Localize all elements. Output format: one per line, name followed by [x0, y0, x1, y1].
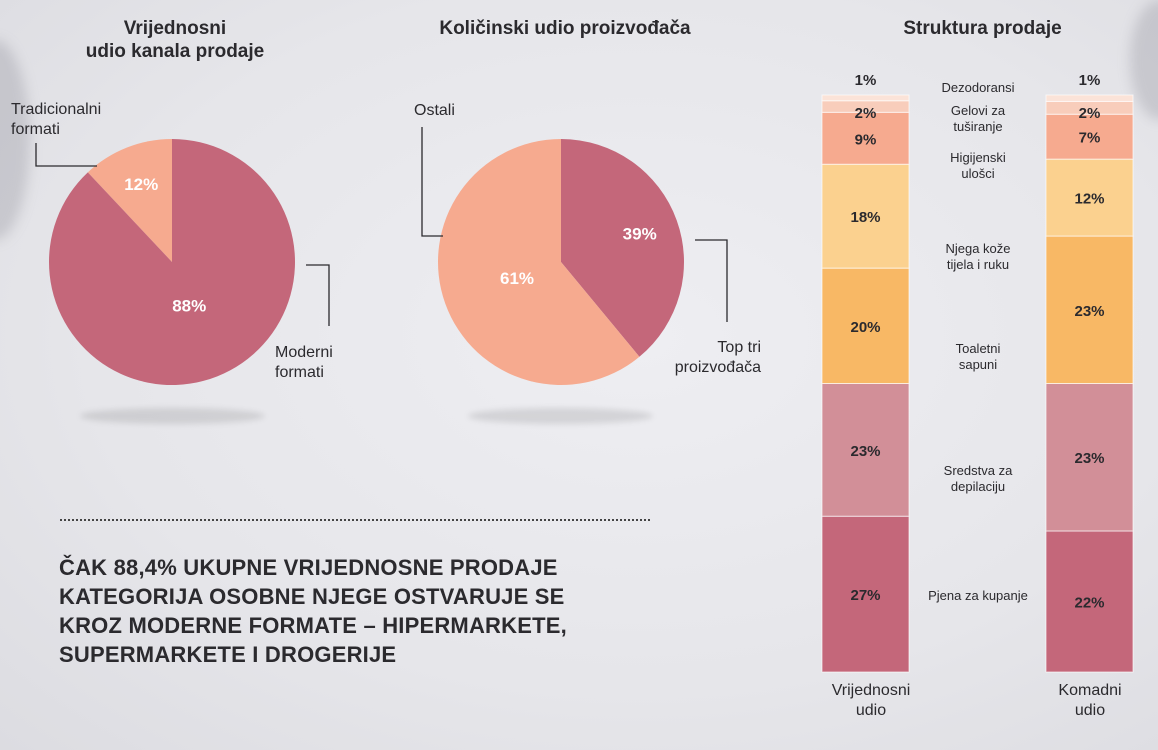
stack-bar-0-segment-1 [821, 383, 910, 517]
pie1-shadow [80, 408, 265, 424]
headline-line3: KROZ MODERNE FORMATE – HIPERMARKETE, [59, 613, 567, 638]
pie2-label-top3-line1: Top tri [717, 339, 761, 356]
stack-category-units: Komadni udio [1030, 681, 1150, 721]
stack-bar-1-label-2: 23% [1074, 303, 1104, 320]
pie1-label-modern-line2: formati [275, 364, 324, 381]
stack-bar-1-segment-1 [1045, 383, 1134, 532]
stack-bar-0-label-3: 18% [850, 209, 880, 226]
stack-legend-label-3-line1: Njega kože [945, 241, 1011, 256]
stack-bar-1-segment-0 [1045, 530, 1134, 673]
stack-legend-label-0: Pjena za kupanje [908, 588, 1048, 604]
stack-category-value: Vrijednosni udio [811, 681, 931, 721]
pie1-slice-0 [48, 139, 296, 385]
pie2-label-top3: Top tri proizvođača [651, 338, 761, 378]
stack-legend-label-4-line1: Higijenski [950, 150, 1006, 165]
stack-bar-0-label-4: 9% [855, 131, 877, 148]
pie2-slice-label-0: 39% [623, 225, 657, 244]
stack-bar-1-label-6: 1% [1079, 72, 1101, 89]
pie1-label-traditional-line1: Tradicionalni [11, 101, 102, 118]
stack-legend-label-6-line1: Dezodoransi [941, 80, 1015, 95]
stack-bar-1-segment-3 [1045, 158, 1134, 237]
pie2-shadow [468, 408, 653, 424]
stack-legend-label-2-line2: sapuni [958, 357, 998, 372]
stack-bar-1-segment-6 [1045, 94, 1134, 102]
stack-bar-1-label-1: 23% [1074, 450, 1104, 467]
stack-legend-label-2-line1: Toaletni [955, 341, 1001, 356]
stack-legend-label-1-line2: depilaciju [950, 479, 1006, 494]
pie1-title-line2: udio kanala prodaje [85, 41, 265, 62]
pie1-slice-label-1: 12% [124, 175, 158, 194]
stack-legend-label-5-line1: Gelovi za [950, 103, 1006, 118]
stack-legend-label-1-line1: Sredstva za [943, 463, 1013, 478]
stack-bar-0-segment-0 [821, 515, 910, 673]
headline-line2: KATEGORIJA OSOBNE NJEGE OSTVARUJE SE [59, 584, 565, 609]
headline-line1: ČAK 88,4% UKUPNE VRIJEDNOSNE PRODAJE [59, 555, 558, 580]
pie1-leader-traditional [35, 143, 97, 167]
stack-legend-label-3: Njega kože tijela i ruku [908, 241, 1048, 273]
stack-bar-0-segment-6 [821, 94, 910, 102]
stack-legend-label-0-line1: Pjena za kupanje [928, 588, 1028, 603]
stack-bar-0-label-5: 2% [855, 105, 877, 122]
pie1-title: Vrijednosni udio kanala prodaje [40, 17, 310, 63]
pie2-slice-label-1: 61% [500, 269, 534, 288]
stack-bar-0-segment-4 [821, 111, 910, 165]
pie1-title-line1: Vrijednosni [123, 18, 227, 39]
stack-bar-0-label-6: 1% [855, 72, 877, 89]
pie1-label-traditional-line2: formati [11, 121, 60, 138]
stack-legend-label-1: Sredstva za depilaciju [908, 463, 1048, 495]
pie1-label-traditional: Tradicionalni formati [11, 100, 101, 140]
stack-bar-0-label-0: 27% [850, 587, 880, 604]
pie2-leader-others [421, 127, 443, 237]
pie2-label-others: Ostali [414, 102, 455, 119]
stack-bar-1-label-5: 2% [1079, 105, 1101, 122]
pie2-label-top3-line2: proizvođača [674, 359, 761, 376]
stack-bar-0-label-2: 20% [850, 319, 880, 336]
pie1-slice-label-0: 88% [172, 296, 206, 315]
pie1-label-modern: Moderni formati [275, 343, 333, 383]
stack-category-units-line2: udio [1074, 702, 1106, 719]
pie1-slice-1 [87, 139, 172, 262]
stack-bar-1-label-4: 7% [1079, 130, 1101, 147]
stack-legend-label-5: Gelovi za tuširanje [908, 103, 1048, 135]
stack-legend-label-3-line2: tijela i ruku [946, 257, 1010, 272]
stack-legend-label-5-line2: tuširanje [953, 119, 1003, 134]
pie1-label-modern-line1: Moderni [275, 344, 333, 361]
pie1-leader-modern [306, 264, 330, 326]
divider-dotted [60, 519, 650, 521]
pie2-title: Količinski udio proizvođača [439, 18, 691, 39]
pie2-leader-top3 [695, 239, 728, 322]
stack-bar-1-label-3: 12% [1074, 191, 1104, 208]
headline-line4: SUPERMARKETE I DROGERIJE [59, 642, 397, 667]
stack-category-value-line1: Vrijednosni [831, 682, 911, 699]
stack-bar-1-label-0: 22% [1074, 594, 1104, 611]
stack-legend-label-4: Higijenski ulošci [908, 150, 1048, 182]
pie2-slice-1 [437, 139, 640, 386]
stack-category-value-line2: udio [855, 702, 887, 719]
stack-bar-0-segment-2 [821, 267, 910, 385]
stack-legend-label-6: Dezodoransi [908, 80, 1048, 96]
stack-bar-0-label-1: 23% [850, 443, 880, 460]
pie2-slice-0 [561, 139, 684, 357]
stack-bar-1-segment-2 [1045, 235, 1134, 384]
stack-title: Struktura prodaje [903, 18, 1062, 39]
headline: ČAK 88,4% UKUPNE VRIJEDNOSNE PRODAJE KAT… [59, 553, 679, 669]
stack-legend-label-4-line2: ulošci [961, 166, 995, 181]
stack-category-units-line1: Komadni [1058, 682, 1122, 699]
stack-bar-0-segment-3 [821, 163, 910, 269]
stack-legend-label-2: Toaletni sapuni [908, 341, 1048, 373]
